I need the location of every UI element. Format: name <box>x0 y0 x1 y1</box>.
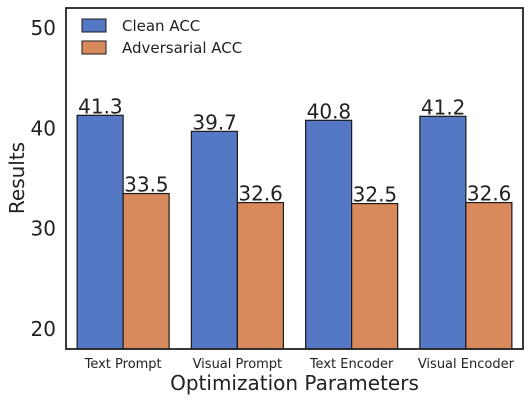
data-label-clean-3: 40.8 <box>307 99 352 123</box>
legend-swatch-adversarial <box>81 40 107 55</box>
legend-label-clean: Clean ACC <box>122 17 200 35</box>
y-tick-label-2: 30 <box>31 217 56 241</box>
data-label-adversarial-3: 32.5 <box>353 183 398 207</box>
y-tick-label-1: 20 <box>31 317 56 341</box>
y-axis-ticks: 20 30 40 50 <box>31 16 56 341</box>
bar-adversarial-4 <box>465 201 513 350</box>
bar-clean-2 <box>190 130 238 350</box>
data-label-clean-1: 41.3 <box>78 94 123 118</box>
x-tick-label-3: Text Encoder <box>309 357 394 372</box>
data-label-clean-4: 41.2 <box>421 95 466 119</box>
bars-group <box>76 114 513 350</box>
data-label-adversarial-2: 32.6 <box>238 182 283 206</box>
data-label-adversarial-4: 32.6 <box>467 182 512 206</box>
bar-clean-1 <box>76 114 124 350</box>
data-labels-group: 41.3 33.5 39.7 32.6 40.8 32.5 41.2 32.6 <box>78 94 511 206</box>
legend-label-adversarial: Adversarial ACC <box>122 39 242 57</box>
data-label-clean-2: 39.7 <box>192 110 237 134</box>
plot-frame <box>65 7 524 350</box>
x-axis-title: Optimization Parameters <box>170 371 419 395</box>
x-axis-ticks: Text Prompt Visual Prompt Text Encoder Visu… <box>84 357 515 372</box>
bar-adversarial-3 <box>351 202 399 350</box>
bar-clean-3 <box>305 119 353 350</box>
y-axis-title: Results <box>5 142 29 214</box>
data-label-adversarial-1: 33.5 <box>124 173 169 197</box>
x-tick-label-1: Text Prompt <box>84 357 162 372</box>
legend: Clean ACC Adversarial ACC <box>81 17 242 57</box>
bar-adversarial-2 <box>236 201 284 350</box>
y-tick-label-3: 40 <box>31 116 56 140</box>
bar-adversarial-1 <box>122 192 170 350</box>
legend-swatch-clean <box>81 18 107 33</box>
y-tick-label-4: 50 <box>31 16 56 40</box>
x-tick-label-2: Visual Prompt <box>193 357 283 372</box>
x-tick-label-4: Visual Encoder <box>418 357 515 372</box>
bar-clean-4 <box>419 115 467 350</box>
